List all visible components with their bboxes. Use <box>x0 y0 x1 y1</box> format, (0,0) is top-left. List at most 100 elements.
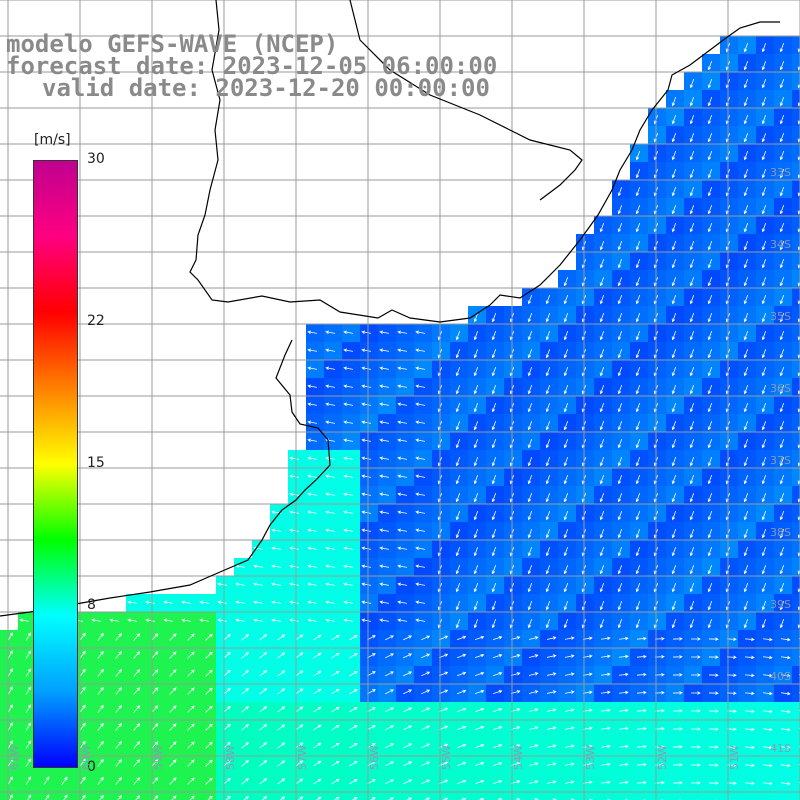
wind-arrow <box>689 240 695 251</box>
wind-arrow <box>397 582 408 586</box>
wind-arrow <box>617 564 623 575</box>
wind-speed-cell <box>792 576 800 594</box>
wind-arrow <box>289 510 300 514</box>
wind-arrow <box>361 582 372 586</box>
latitude-label: 35S <box>770 310 791 323</box>
wind-arrow <box>708 655 719 659</box>
wind-arrow <box>635 618 641 629</box>
wind-arrow <box>403 725 413 731</box>
wind-arrow <box>397 420 408 424</box>
wind-arrow <box>689 276 695 287</box>
wind-arrow <box>689 258 695 269</box>
wind-arrow <box>491 582 497 593</box>
wind-speed-cell <box>612 792 630 800</box>
wind-arrow <box>189 795 195 800</box>
wind-arrow <box>403 707 413 713</box>
wind-arrow <box>527 330 533 341</box>
wind-arrow <box>491 474 497 485</box>
wind-arrow <box>115 650 122 659</box>
wind-arrow <box>599 618 605 629</box>
wind-arrow <box>743 420 749 431</box>
wind-arrow <box>600 654 611 659</box>
wind-arrow <box>617 366 623 377</box>
wind-speed-cell <box>36 792 54 800</box>
wind-arrow <box>671 204 677 215</box>
wind-arrow <box>343 618 354 622</box>
wind-arrow <box>510 690 521 694</box>
wind-arrow <box>259 760 268 767</box>
wind-arrow <box>707 618 713 629</box>
wind-speed-cell <box>486 792 504 800</box>
wind-arrow <box>9 794 13 800</box>
wind-arrow <box>235 582 246 586</box>
wind-arrow <box>163 618 174 622</box>
wind-arrow <box>473 366 479 377</box>
wind-arrow <box>277 742 286 749</box>
wind-arrow <box>223 687 231 695</box>
wind-arrow <box>379 582 390 586</box>
wind-arrow <box>689 78 695 89</box>
wind-arrow <box>223 723 231 731</box>
wind-arrow <box>325 546 336 550</box>
wind-arrow <box>617 240 623 251</box>
wind-arrow <box>797 532 800 539</box>
wind-arrow <box>546 780 557 784</box>
wind-arrow <box>779 114 785 125</box>
wind-arrow <box>618 654 629 659</box>
wind-speed-cell <box>792 558 800 576</box>
wind-arrow <box>473 618 479 629</box>
wind-arrow <box>473 330 479 341</box>
wind-arrow <box>169 741 177 749</box>
wind-arrow <box>313 724 322 731</box>
wind-arrow <box>671 510 677 521</box>
wind-arrow <box>563 564 569 575</box>
wind-arrow <box>654 672 665 677</box>
wind-arrow <box>797 82 800 89</box>
wind-arrow <box>654 636 665 641</box>
wind-arrow <box>743 186 749 197</box>
wind-arrow <box>726 691 737 696</box>
wind-arrow <box>97 632 104 641</box>
wind-arrow <box>545 366 551 377</box>
wind-arrow <box>671 132 677 143</box>
wind-arrow <box>7 650 13 659</box>
wind-speed-cell <box>792 738 800 756</box>
wind-arrow <box>313 760 322 767</box>
wind-arrow <box>397 528 408 532</box>
wind-arrow <box>241 760 250 767</box>
wind-arrow <box>599 474 605 485</box>
wind-arrow <box>563 312 569 323</box>
wind-speed-cell <box>198 792 216 800</box>
wind-arrow <box>707 132 713 143</box>
wind-arrow <box>241 652 250 659</box>
wind-arrow <box>367 635 376 641</box>
colorbar <box>33 160 78 768</box>
wind-arrow <box>205 777 213 785</box>
wind-arrow <box>797 154 800 161</box>
wind-arrow <box>672 709 683 713</box>
wind-arrow <box>361 492 372 496</box>
wind-arrow <box>606 798 611 800</box>
wind-arrow <box>7 776 13 785</box>
wind-arrow <box>743 96 749 107</box>
wind-arrow <box>617 510 623 521</box>
wind-arrow <box>115 704 122 713</box>
wind-arrow <box>397 366 408 370</box>
wind-arrow <box>617 258 623 269</box>
wind-speed-cell <box>792 612 800 630</box>
wind-arrow <box>133 705 141 713</box>
wind-arrow <box>115 722 122 731</box>
wind-arrow <box>689 348 695 359</box>
wind-arrow <box>761 474 767 485</box>
wind-arrow <box>779 78 785 89</box>
wind-arrow <box>474 779 485 785</box>
wind-arrow <box>546 690 557 694</box>
wind-arrow <box>367 761 376 767</box>
wind-arrow <box>582 690 593 695</box>
wind-arrow <box>205 651 213 659</box>
wind-arrow <box>564 654 575 658</box>
wind-arrow <box>223 741 231 749</box>
latitude-label: 41S <box>770 742 791 755</box>
wind-arrow <box>563 348 569 359</box>
wind-arrow <box>455 420 461 431</box>
